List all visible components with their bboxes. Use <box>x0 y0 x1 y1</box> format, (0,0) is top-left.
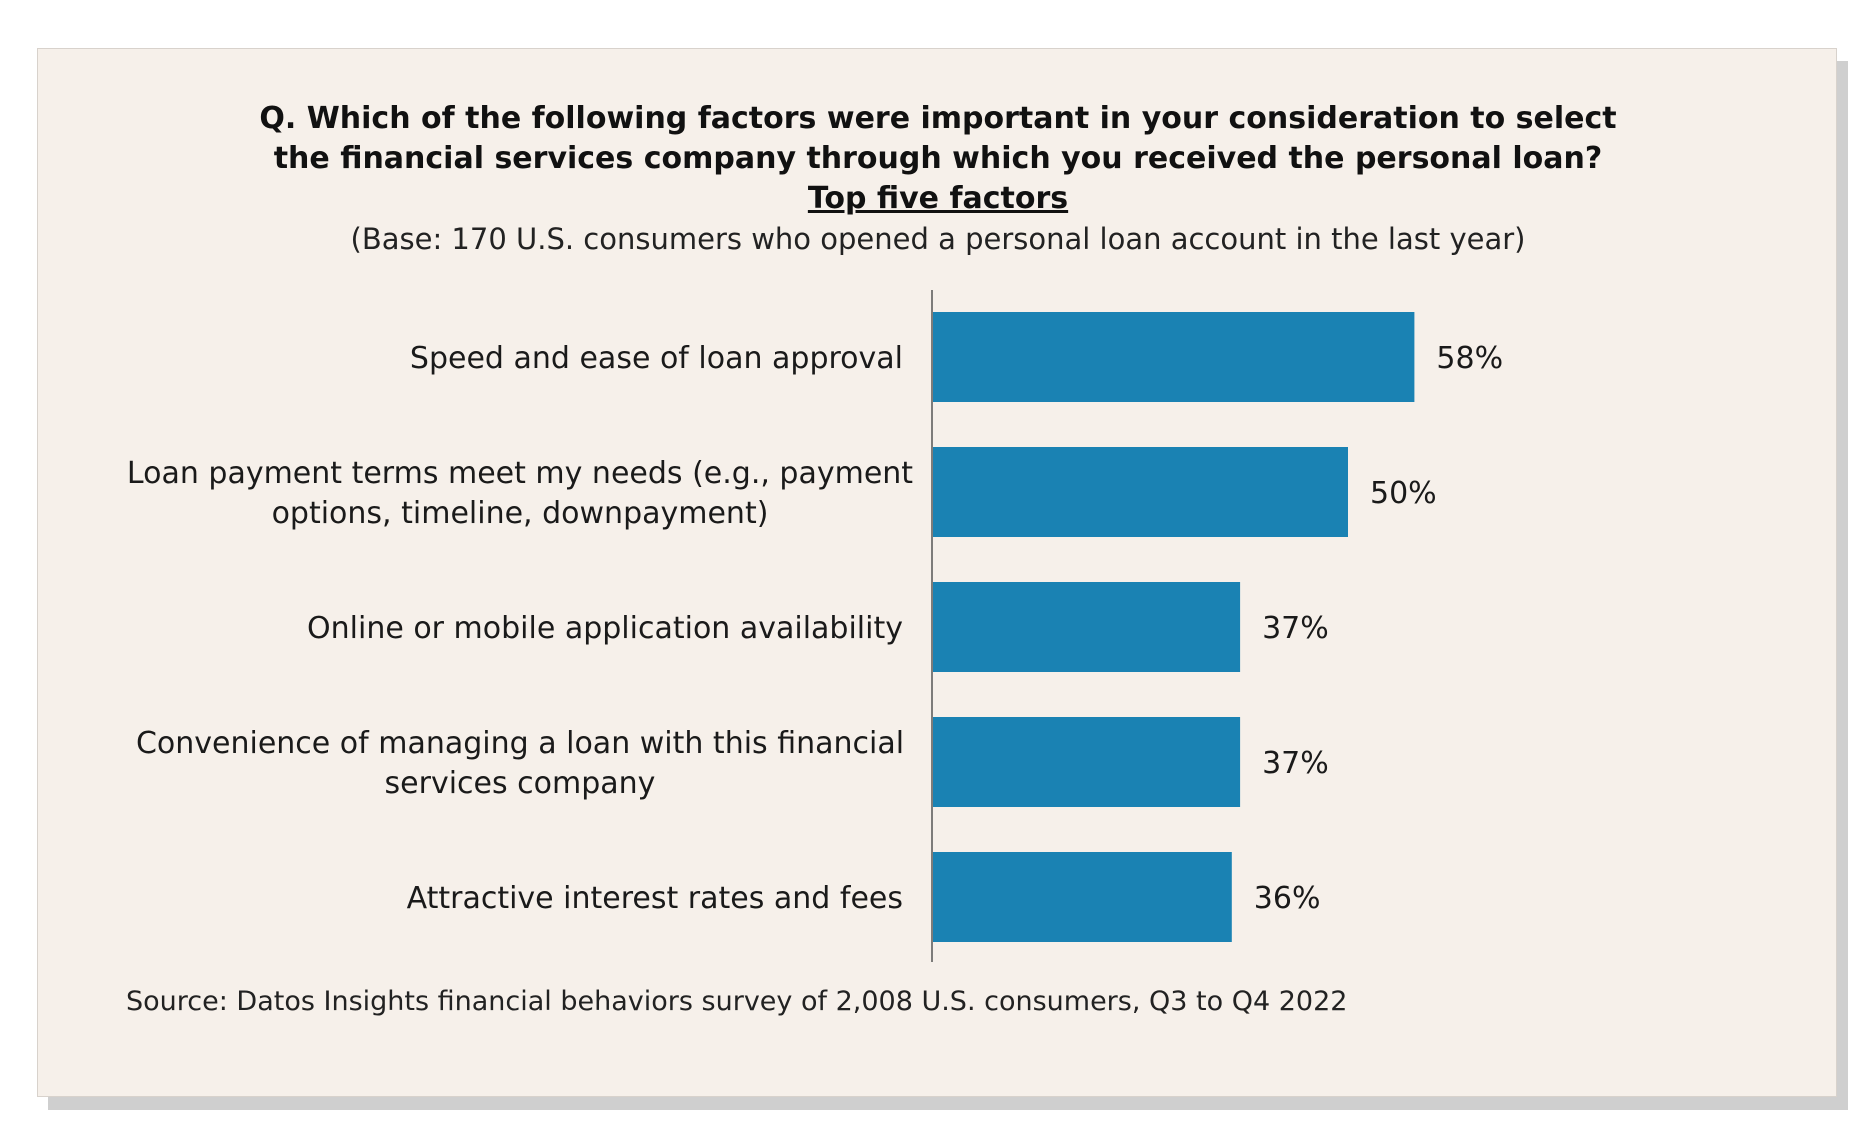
category-label-4: Convenience of managing a loan with this… <box>136 726 904 801</box>
value-label-1: 58% <box>1436 341 1503 376</box>
category-label-2: Loan payment terms meet my needs (e.g., … <box>127 456 913 531</box>
value-label-2: 50% <box>1370 476 1437 511</box>
value-label-4: 37% <box>1262 746 1329 781</box>
question-line-2: the financial services company through w… <box>273 141 1603 176</box>
chart-title: Q. Which of the following factors were i… <box>38 99 1838 219</box>
question-line-1: Q. Which of the following factors were i… <box>259 101 1617 136</box>
category-label-5: Attractive interest rates and fees <box>407 881 903 916</box>
bar-4 <box>933 717 1241 807</box>
category-label-1: Speed and ease of loan approval <box>410 341 903 376</box>
bar-1 <box>933 312 1415 402</box>
bar-2 <box>933 447 1348 537</box>
value-label-3: 37% <box>1262 611 1329 646</box>
value-label-5: 36% <box>1254 881 1321 916</box>
bar-3 <box>933 582 1241 672</box>
chart-card: Q. Which of the following factors were i… <box>37 48 1837 1097</box>
bar-5 <box>933 852 1232 942</box>
chart-subtitle: Top five factors <box>807 181 1069 216</box>
source-note: Source: Datos Insights financial behavio… <box>126 986 1348 1017</box>
base-note: (Base: 170 U.S. consumers who opened a p… <box>350 222 1526 256</box>
category-label-3: Online or mobile application availabilit… <box>307 611 903 646</box>
